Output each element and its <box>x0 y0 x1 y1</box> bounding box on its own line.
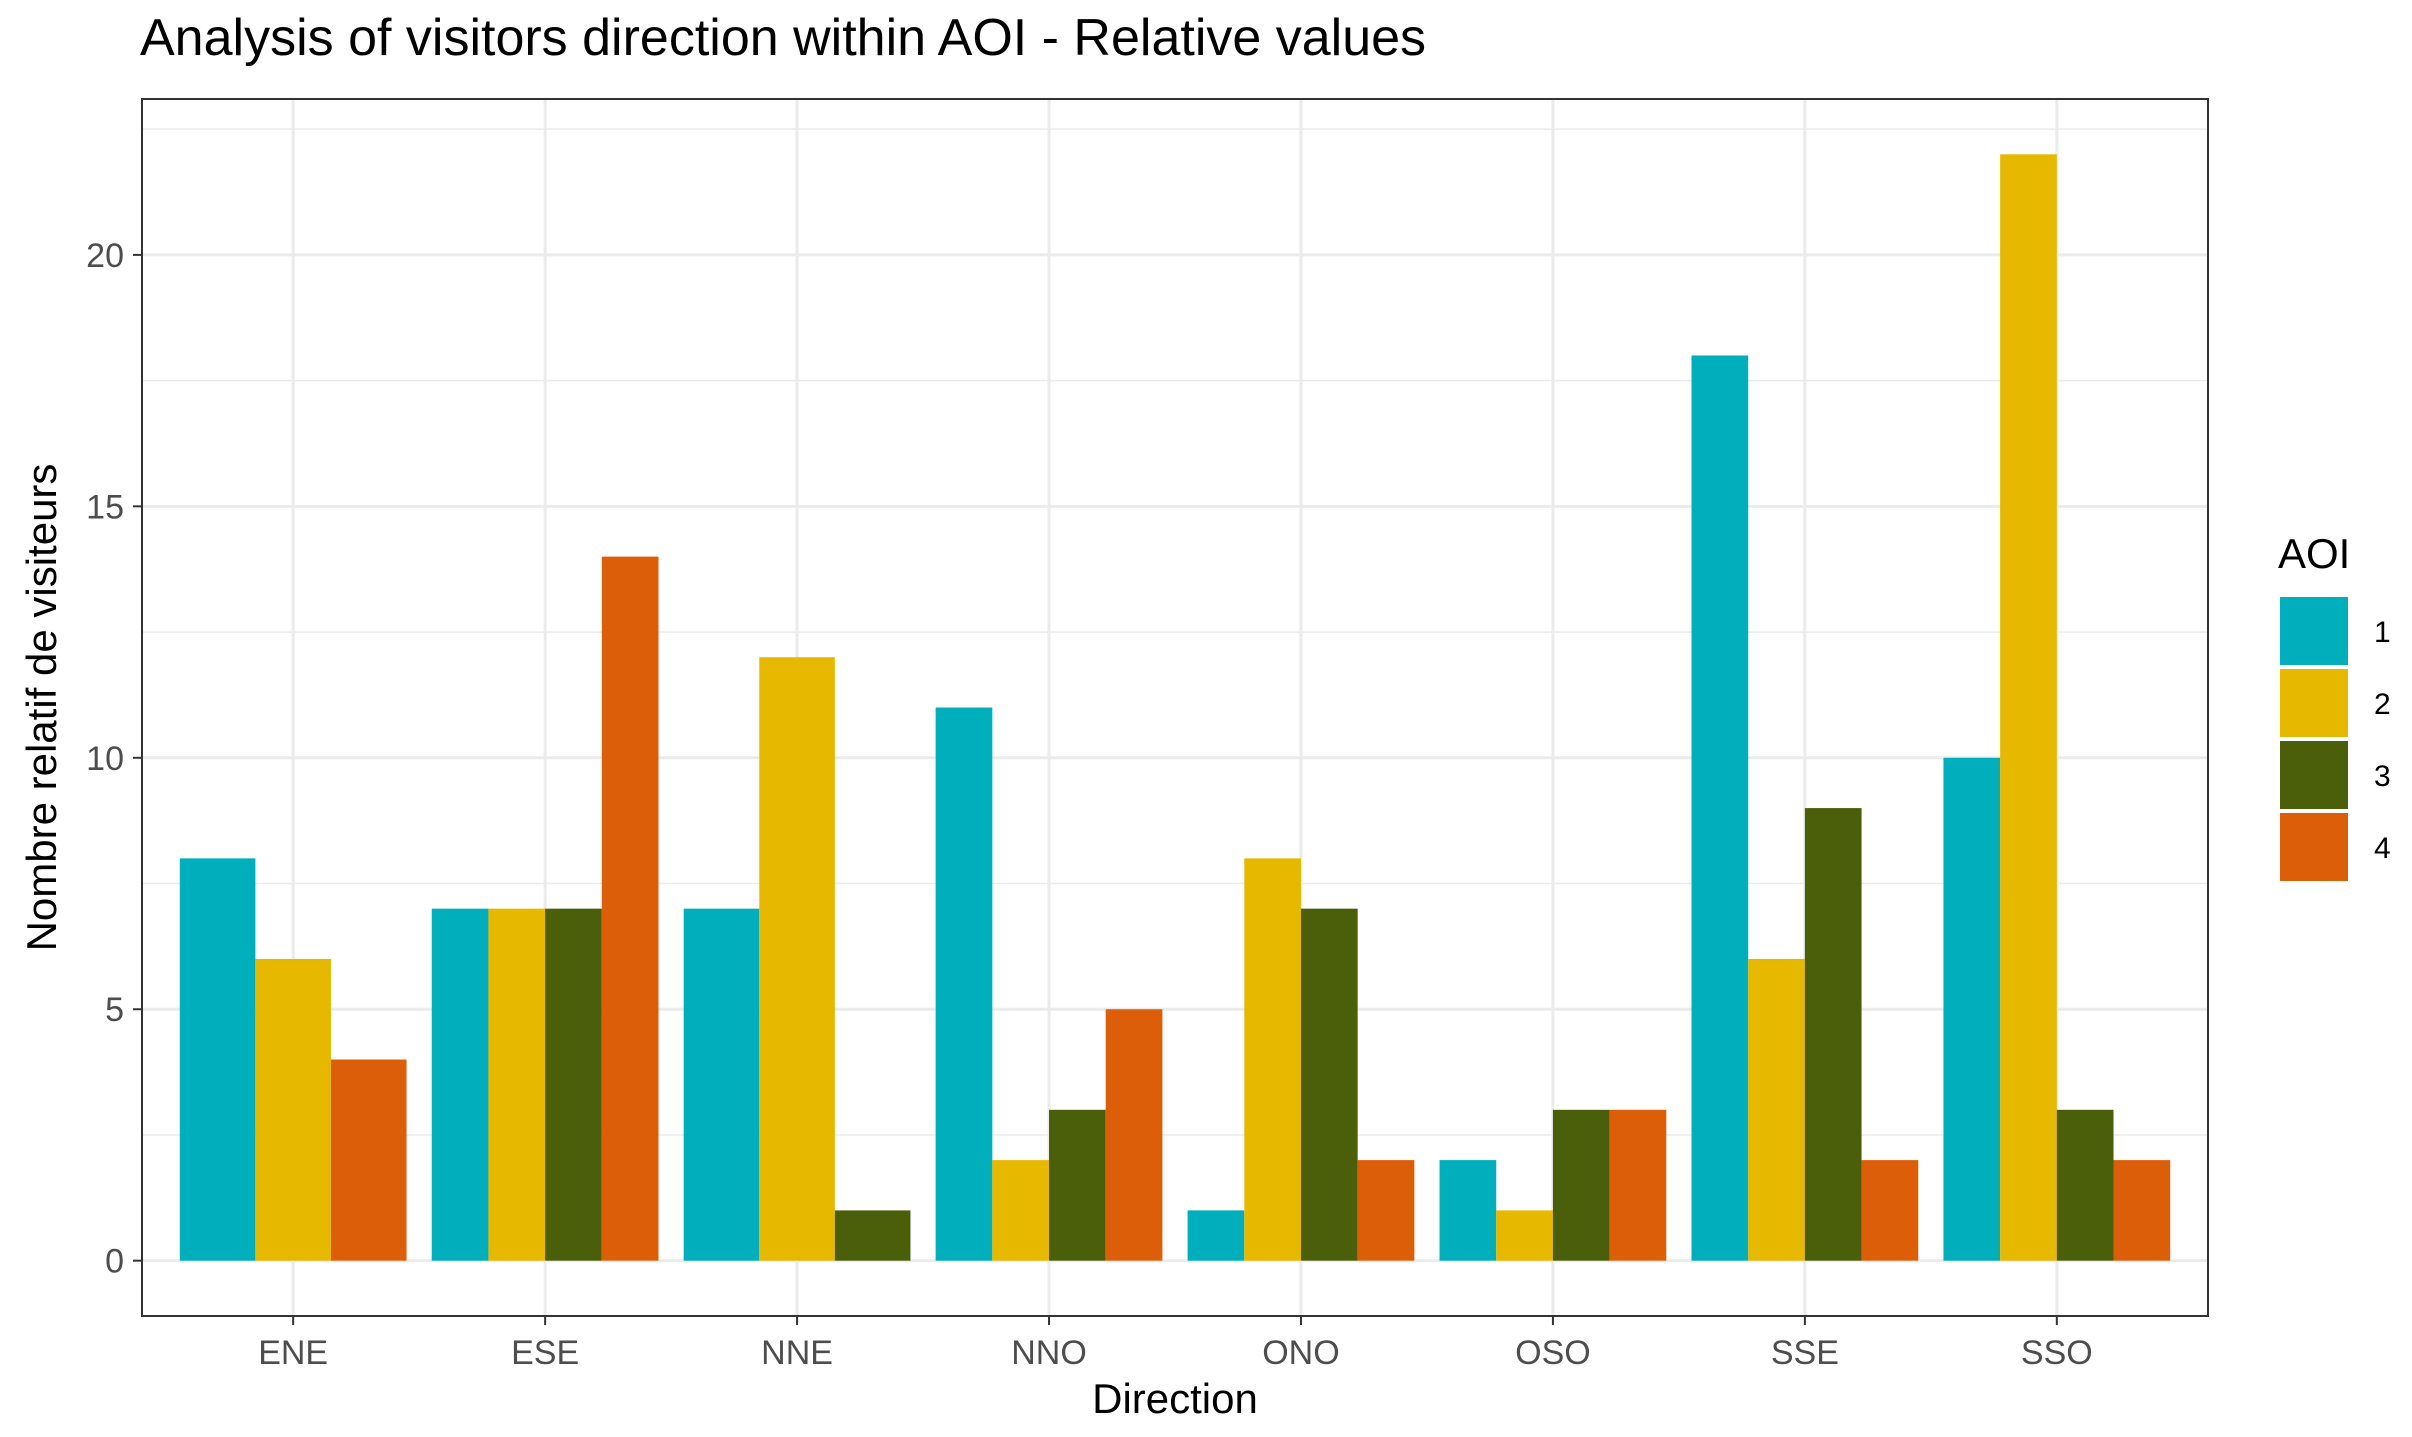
bar-ONO-aoi-2 <box>1244 858 1301 1261</box>
y-tick-label: 10 <box>86 740 124 778</box>
x-tick-label: ONO <box>1262 1334 1339 1372</box>
bar-OSO-aoi-1 <box>1439 1160 1497 1261</box>
bar-NNO-aoi-1 <box>935 707 993 1261</box>
bar-NNE-aoi-3 <box>834 1210 911 1261</box>
x-tick-label: OSO <box>1515 1334 1591 1372</box>
plot-panel-border <box>141 98 2209 1317</box>
bar-NNE-aoi-2 <box>759 657 835 1261</box>
legend-label-2: 2 <box>2374 688 2391 721</box>
bar-NNE-aoi-1 <box>683 908 760 1261</box>
legend-key-4 <box>2280 813 2348 881</box>
bar-ESE-aoi-3 <box>545 908 602 1261</box>
legend-label-1: 1 <box>2374 616 2391 649</box>
bar-OSO-aoi-2 <box>1496 1210 1553 1261</box>
bar-ENE-aoi-1 <box>179 858 256 1261</box>
bar-SSO-aoi-1 <box>1943 757 2001 1261</box>
bar-ONO-aoi-3 <box>1300 908 1358 1261</box>
x-tick-label: ENE <box>258 1334 328 1372</box>
bar-ONO-aoi-1 <box>1187 1210 1245 1261</box>
legend-title: AOI <box>2278 530 2350 577</box>
bar-SSO-aoi-2 <box>2000 154 2057 1261</box>
x-tick-label: NNO <box>1011 1334 1087 1372</box>
y-axis: 0 5 10 15 20 <box>86 237 142 1281</box>
bar-OSO-aoi-3 <box>1552 1109 1610 1261</box>
bar-SSO-aoi-3 <box>2056 1109 2114 1261</box>
bar-ENE-aoi-4 <box>330 1059 407 1261</box>
bar-ONO-aoi-4 <box>1357 1160 1415 1261</box>
y-tick-label: 5 <box>105 991 124 1029</box>
x-axis: ENE ESE NNE NNO ONO OSO SSE SSO <box>258 1316 2093 1372</box>
legend-key-2 <box>2280 669 2348 737</box>
bar-SSE-aoi-2 <box>1748 958 1805 1261</box>
x-tick-label: SSE <box>1771 1334 1839 1372</box>
bar-OSO-aoi-4 <box>1609 1109 1667 1261</box>
x-tick-label: SSO <box>2021 1334 2093 1372</box>
bar-SSE-aoi-1 <box>1691 355 1749 1261</box>
bar-SSE-aoi-4 <box>1861 1160 1919 1261</box>
y-tick-label: 15 <box>86 488 124 526</box>
y-tick-label: 0 <box>105 1243 124 1281</box>
legend: AOI 1 2 3 4 <box>2278 530 2391 881</box>
bar-NNO-aoi-2 <box>992 1160 1050 1261</box>
y-axis-title: Nombre relatif de visiteurs <box>18 464 65 952</box>
bar-ESE-aoi-4 <box>601 556 659 1261</box>
legend-key-1 <box>2280 597 2348 665</box>
bar-ESE-aoi-1 <box>431 908 489 1261</box>
x-tick-label: ESE <box>511 1334 579 1372</box>
bar-NNO-aoi-3 <box>1049 1109 1106 1261</box>
y-tick-label: 20 <box>86 237 124 275</box>
bars <box>179 154 2171 1261</box>
chart-title: Analysis of visitors direction within AO… <box>140 9 1427 67</box>
bar-NNO-aoi-4 <box>1105 1009 1163 1261</box>
bar-ENE-aoi-2 <box>255 958 331 1261</box>
bar-SSE-aoi-3 <box>1804 808 1862 1261</box>
bar-SSO-aoi-4 <box>2113 1160 2171 1261</box>
legend-label-3: 3 <box>2374 760 2391 793</box>
bar-ESE-aoi-2 <box>488 908 546 1261</box>
legend-key-3 <box>2280 741 2348 809</box>
legend-label-4: 4 <box>2374 832 2391 865</box>
x-axis-title: Direction <box>1092 1375 1258 1422</box>
x-tick-label: NNE <box>761 1334 833 1372</box>
